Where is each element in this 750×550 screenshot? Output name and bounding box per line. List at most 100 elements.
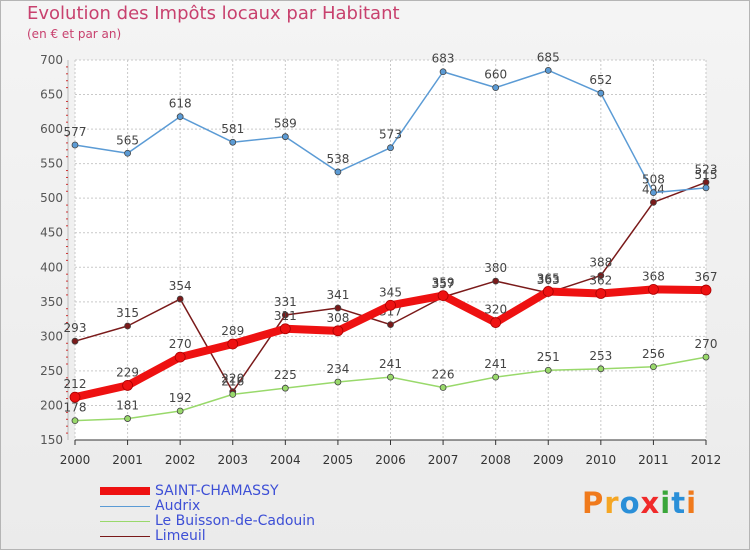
- data-point: [281, 384, 289, 392]
- data-label: 357: [432, 277, 455, 291]
- data-point: [385, 299, 396, 311]
- data-label: 380: [484, 261, 507, 275]
- data-point: [174, 351, 186, 363]
- data-label: 226: [432, 367, 455, 381]
- data-label: 178: [64, 401, 87, 415]
- legend-swatch-le-buisson: [100, 521, 150, 522]
- data-point: [334, 304, 342, 312]
- x-tick-label: 2008: [480, 453, 511, 467]
- data-point: [229, 390, 237, 398]
- data-label: 354: [169, 279, 192, 293]
- y-tick-label: 200: [40, 398, 63, 412]
- logo-letter: x: [640, 486, 661, 520]
- data-label: 368: [642, 269, 665, 283]
- x-tick-label: 2010: [586, 453, 617, 467]
- data-point: [334, 378, 342, 386]
- data-point: [387, 321, 394, 329]
- y-tick-label: 650: [40, 88, 63, 102]
- y-tick-label: 400: [40, 260, 63, 274]
- data-point: [124, 322, 131, 330]
- data-label: 251: [537, 350, 560, 364]
- data-point: [69, 391, 81, 403]
- y-tick-label: 250: [40, 364, 63, 378]
- data-label: 660: [484, 68, 507, 82]
- data-point: [702, 184, 710, 192]
- data-point: [702, 353, 710, 361]
- data-point: [650, 198, 657, 206]
- x-tick-label: 2012: [691, 453, 722, 467]
- data-label: 341: [326, 288, 349, 302]
- data-label: 216: [221, 374, 244, 388]
- data-point: [542, 286, 554, 297]
- data-label: 652: [589, 73, 612, 87]
- data-point: [650, 189, 657, 197]
- data-label: 581: [221, 122, 244, 136]
- data-point: [281, 311, 289, 319]
- x-tick-label: 2011: [638, 453, 669, 467]
- legend-swatch-audrix: [100, 506, 150, 507]
- data-point: [492, 277, 500, 285]
- data-point: [71, 337, 79, 345]
- legend-label-limeuil: Limeuil: [155, 528, 206, 544]
- legend-label-audrix: Audrix: [155, 498, 201, 514]
- data-point: [279, 323, 291, 335]
- data-point: [334, 168, 342, 176]
- data-point: [597, 89, 605, 97]
- chart-title: Evolution des Impôts locaux par Habitant: [27, 3, 400, 24]
- data-label: 331: [274, 295, 297, 309]
- data-label: 618: [169, 97, 192, 111]
- x-tick-label: 2003: [217, 453, 248, 467]
- x-tick-label: 2001: [112, 453, 143, 467]
- data-point: [332, 325, 344, 337]
- data-point: [176, 407, 184, 415]
- x-tick-label: 2009: [533, 453, 564, 467]
- data-label: 293: [64, 321, 87, 335]
- data-label: 367: [695, 270, 718, 284]
- x-tick-label: 2006: [375, 453, 406, 467]
- data-point: [597, 272, 605, 279]
- data-label: 589: [274, 117, 297, 131]
- data-label: 308: [326, 311, 349, 325]
- y-tick-label: 550: [40, 157, 63, 171]
- data-point: [229, 138, 237, 146]
- data-label: 220: [221, 372, 244, 386]
- data-label: 241: [379, 357, 402, 371]
- data-point: [176, 113, 184, 121]
- data-point: [439, 384, 447, 391]
- data-point: [122, 380, 133, 391]
- data-point: [387, 373, 394, 381]
- y-tick-label: 700: [40, 53, 63, 67]
- data-label: 229: [116, 365, 139, 379]
- data-label: 508: [642, 173, 665, 187]
- data-label: 515: [695, 168, 718, 182]
- data-point: [648, 283, 659, 295]
- y-tick-label: 450: [40, 226, 63, 240]
- chart-subtitle: (en € et par an): [27, 27, 122, 41]
- data-label: 270: [169, 337, 192, 351]
- logo-letter: o: [619, 486, 641, 520]
- data-label: 523: [695, 162, 718, 176]
- data-point: [71, 141, 79, 149]
- data-label: 320: [484, 303, 507, 317]
- y-tick-label: 600: [40, 122, 63, 136]
- data-point: [544, 366, 552, 374]
- data-label: 388: [589, 256, 612, 270]
- data-point: [176, 295, 184, 303]
- data-label: 345: [379, 285, 402, 299]
- data-label: 192: [169, 391, 192, 405]
- data-point: [71, 417, 79, 425]
- data-point: [544, 66, 552, 74]
- data-point: [650, 363, 657, 371]
- data-point: [124, 415, 131, 422]
- proxiti-logo: Proxiti: [582, 486, 697, 520]
- data-label: 270: [695, 337, 718, 351]
- data-point: [437, 290, 449, 302]
- data-point: [387, 144, 394, 152]
- logo-letter: r: [604, 486, 620, 520]
- data-point: [124, 149, 131, 157]
- data-label: 363: [537, 273, 560, 287]
- data-point: [700, 284, 712, 296]
- data-label: 573: [379, 128, 402, 142]
- data-point: [281, 133, 289, 141]
